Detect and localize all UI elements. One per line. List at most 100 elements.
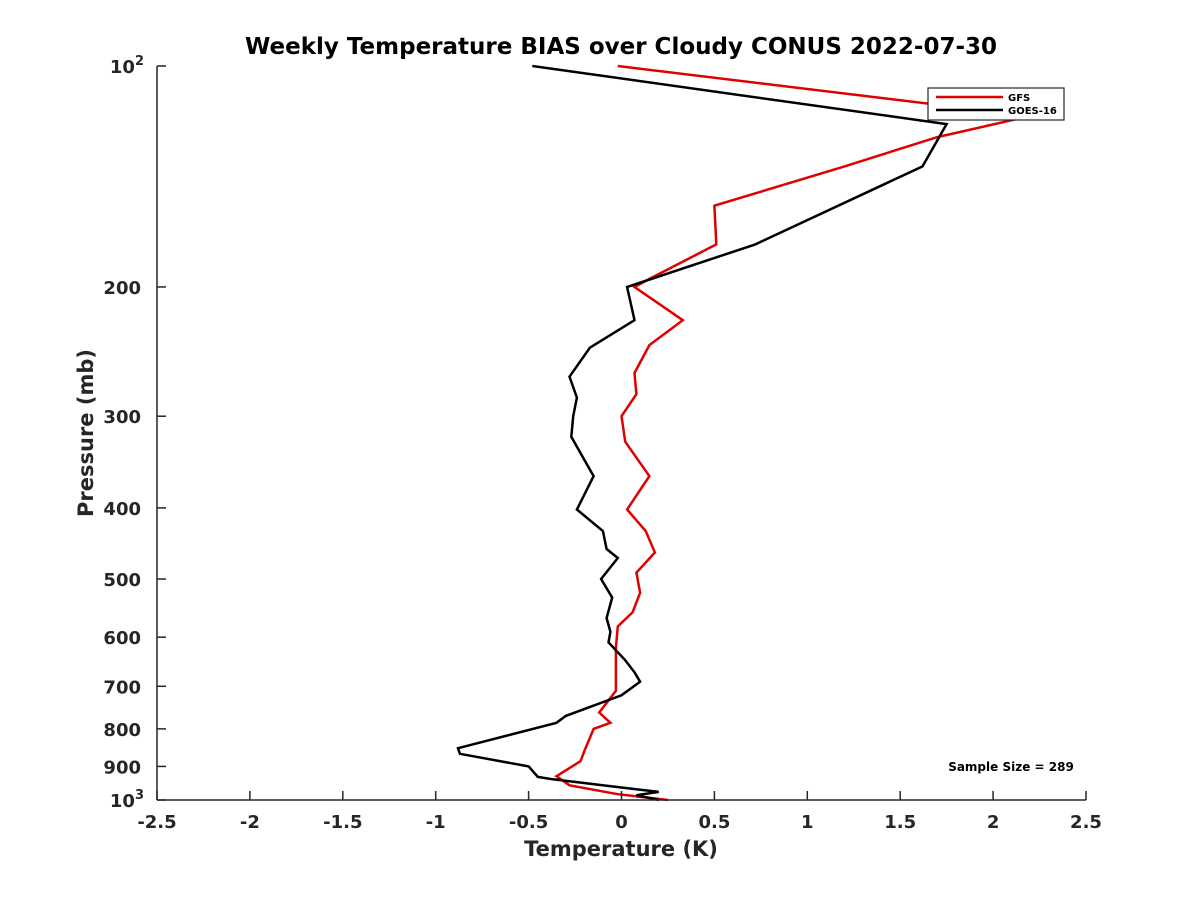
data-point-goes-16-32 xyxy=(630,787,632,789)
data-point-gfs-0 xyxy=(617,65,619,67)
data-point-gfs-10 xyxy=(633,372,635,374)
sample-size-annotation: Sample Size = 289 xyxy=(948,760,1074,774)
x-tick-label: -2 xyxy=(240,812,260,833)
data-point-goes-16-20 xyxy=(607,641,609,643)
x-tick-label: 0.5 xyxy=(698,812,730,833)
y-tick-label: 102 xyxy=(110,54,144,78)
data-point-goes-16-6 xyxy=(589,347,591,349)
data-point-gfs-26 xyxy=(609,722,611,724)
data-point-goes-16-12 xyxy=(576,508,578,510)
x-tick-label: 2.5 xyxy=(1070,812,1102,833)
data-point-goes-16-31 xyxy=(552,778,554,780)
data-point-gfs-23 xyxy=(615,669,617,671)
data-point-goes-16-7 xyxy=(568,376,570,378)
y-tick-label: 200 xyxy=(103,278,141,299)
data-point-goes-16-26 xyxy=(555,722,557,724)
y-tick-label: 900 xyxy=(103,757,141,778)
data-point-goes-16-14 xyxy=(605,548,607,550)
x-ticks: -2.5 -2 -1.5 -1 -0.5 0 0.5 1 1.5 2 2.5 xyxy=(137,791,1102,833)
data-point-goes-16-21 xyxy=(624,659,626,661)
data-point-gfs-19 xyxy=(639,592,641,594)
y-axis-title: Pressure (mb) xyxy=(74,349,98,517)
y-ticks: 102 200 300 400 500 600 700 800 900 103 xyxy=(103,54,166,812)
y-tick-label: 103 xyxy=(110,788,144,812)
data-point-goes-16-33 xyxy=(658,791,660,793)
legend-label-gfs: GFS xyxy=(1008,93,1030,104)
data-point-goes-16-23 xyxy=(639,681,641,683)
data-point-gfs-12 xyxy=(620,415,622,417)
data-point-goes-16-13 xyxy=(602,530,604,532)
data-point-goes-16-11 xyxy=(592,475,594,477)
x-tick-label: 1.5 xyxy=(884,812,916,833)
data-point-gfs-4 xyxy=(713,205,715,207)
data-point-goes-16-27 xyxy=(457,747,459,749)
x-tick-label: -0.5 xyxy=(509,812,548,833)
y-tick-label: 600 xyxy=(103,628,141,649)
data-point-goes-16-17 xyxy=(611,596,613,598)
data-point-goes-16-8 xyxy=(576,396,578,398)
x-tick-label: -2.5 xyxy=(137,812,176,833)
series-line-gfs xyxy=(554,64,1031,802)
x-axis-title: Temperature (K) xyxy=(524,837,718,861)
data-point-gfs-32 xyxy=(617,793,619,795)
data-point-gfs-21 xyxy=(617,625,619,627)
x-tick-label: 1 xyxy=(801,812,814,833)
series-line-goes-16 xyxy=(456,64,949,802)
data-point-gfs-13 xyxy=(624,441,626,443)
data-point-gfs-17 xyxy=(654,551,656,553)
data-point-goes-16-22 xyxy=(633,671,635,673)
y-tick-label: 700 xyxy=(103,677,141,698)
data-point-gfs-9 xyxy=(648,344,650,346)
x-tick-label: 2 xyxy=(987,812,1000,833)
data-point-goes-16-3 xyxy=(754,243,756,245)
data-point-gfs-30 xyxy=(555,775,557,777)
data-point-gfs-28 xyxy=(583,750,585,752)
legend: GFS GOES-16 xyxy=(927,87,1065,121)
data-point-goes-16-0 xyxy=(531,65,533,67)
data-point-gfs-16 xyxy=(645,530,647,532)
data-point-goes-16-34 xyxy=(635,794,637,796)
data-point-gfs-3 xyxy=(843,165,845,167)
data-point-goes-16-18 xyxy=(605,617,607,619)
data-point-gfs-27 xyxy=(592,728,594,730)
data-point-gfs-20 xyxy=(631,611,633,613)
series-layer xyxy=(456,64,1031,802)
data-point-goes-16-4 xyxy=(626,286,628,288)
data-point-goes-16-2 xyxy=(921,165,923,167)
data-point-gfs-18 xyxy=(635,571,637,573)
data-point-gfs-24 xyxy=(615,690,617,692)
data-point-goes-16-19 xyxy=(609,631,611,633)
data-point-gfs-15 xyxy=(626,508,628,510)
y-tick-label: 800 xyxy=(103,720,141,741)
data-point-gfs-11 xyxy=(635,393,637,395)
x-tick-label: -1 xyxy=(426,812,446,833)
data-point-goes-16-30 xyxy=(537,776,539,778)
data-point-goes-16-24 xyxy=(620,694,622,696)
data-point-gfs-7 xyxy=(633,286,635,288)
data-point-goes-16-16 xyxy=(600,578,602,580)
y-tick-label: 400 xyxy=(103,499,141,520)
x-tick-label: -1.5 xyxy=(323,812,362,833)
data-point-goes-16-15 xyxy=(617,557,619,559)
data-point-gfs-31 xyxy=(568,784,570,786)
data-point-gfs-29 xyxy=(579,760,581,762)
legend-box xyxy=(927,87,1065,121)
data-point-goes-16-1 xyxy=(945,123,947,125)
data-point-goes-16-28 xyxy=(459,753,461,755)
data-point-goes-16-10 xyxy=(570,436,572,438)
data-point-gfs-14 xyxy=(648,475,650,477)
data-point-gfs-5 xyxy=(715,243,717,245)
data-point-goes-16-9 xyxy=(572,415,574,417)
data-point-goes-16-25 xyxy=(565,715,567,717)
data-point-goes-16-29 xyxy=(527,765,529,767)
data-point-goes-16-5 xyxy=(633,319,635,321)
y-tick-label: 500 xyxy=(103,570,141,591)
data-point-gfs-8 xyxy=(682,319,684,321)
legend-label-goes16: GOES-16 xyxy=(1008,106,1057,117)
y-tick-label: 300 xyxy=(103,407,141,428)
chart-title: Weekly Temperature BIAS over Cloudy CONU… xyxy=(245,34,997,60)
data-point-gfs-25 xyxy=(598,711,600,713)
x-tick-label: 0 xyxy=(615,812,628,833)
